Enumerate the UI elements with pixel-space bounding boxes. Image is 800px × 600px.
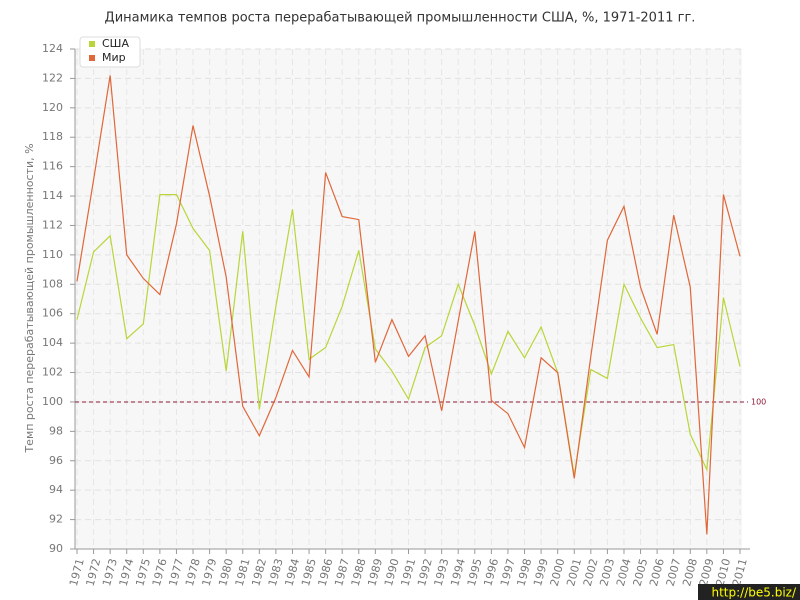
y-tick-label: 90 [49,542,63,555]
legend-label: Мир [102,51,126,64]
y-tick-label: 108 [42,277,63,290]
y-tick-label: 122 [42,71,63,84]
series-line [76,193,741,476]
watermark-bg [698,584,800,600]
y-tick-label: 116 [42,160,63,173]
y-tick-label: 124 [42,42,63,55]
reference-label: 100 [751,397,766,406]
y-tick-label: 110 [42,248,63,261]
y-tick-label: 118 [42,130,63,143]
legend-swatch [89,55,95,61]
y-tick-label: 102 [42,366,63,379]
y-tick-label: 114 [42,189,63,202]
watermark: http://be5.biz/ [711,586,796,600]
legend-swatch [89,41,95,47]
y-tick-label: 100 [42,395,63,408]
y-tick-label: 94 [49,483,63,496]
series-line [76,75,741,535]
y-tick-label: 112 [42,218,63,231]
legend-label: США [102,37,129,50]
y-tick-label: 98 [49,424,63,437]
x-tick-label: 2011 [730,557,750,587]
y-tick-label: 92 [49,513,63,526]
y-tick-label: 96 [49,454,63,467]
chart-title: Динамика темпов роста перерабатывающей п… [105,11,696,26]
y-axis-label: Темп роста перерабатывающей промышленнос… [23,143,36,453]
y-tick-label: 104 [42,336,63,349]
y-tick-label: 120 [42,101,63,114]
y-tick-label: 106 [42,307,63,320]
